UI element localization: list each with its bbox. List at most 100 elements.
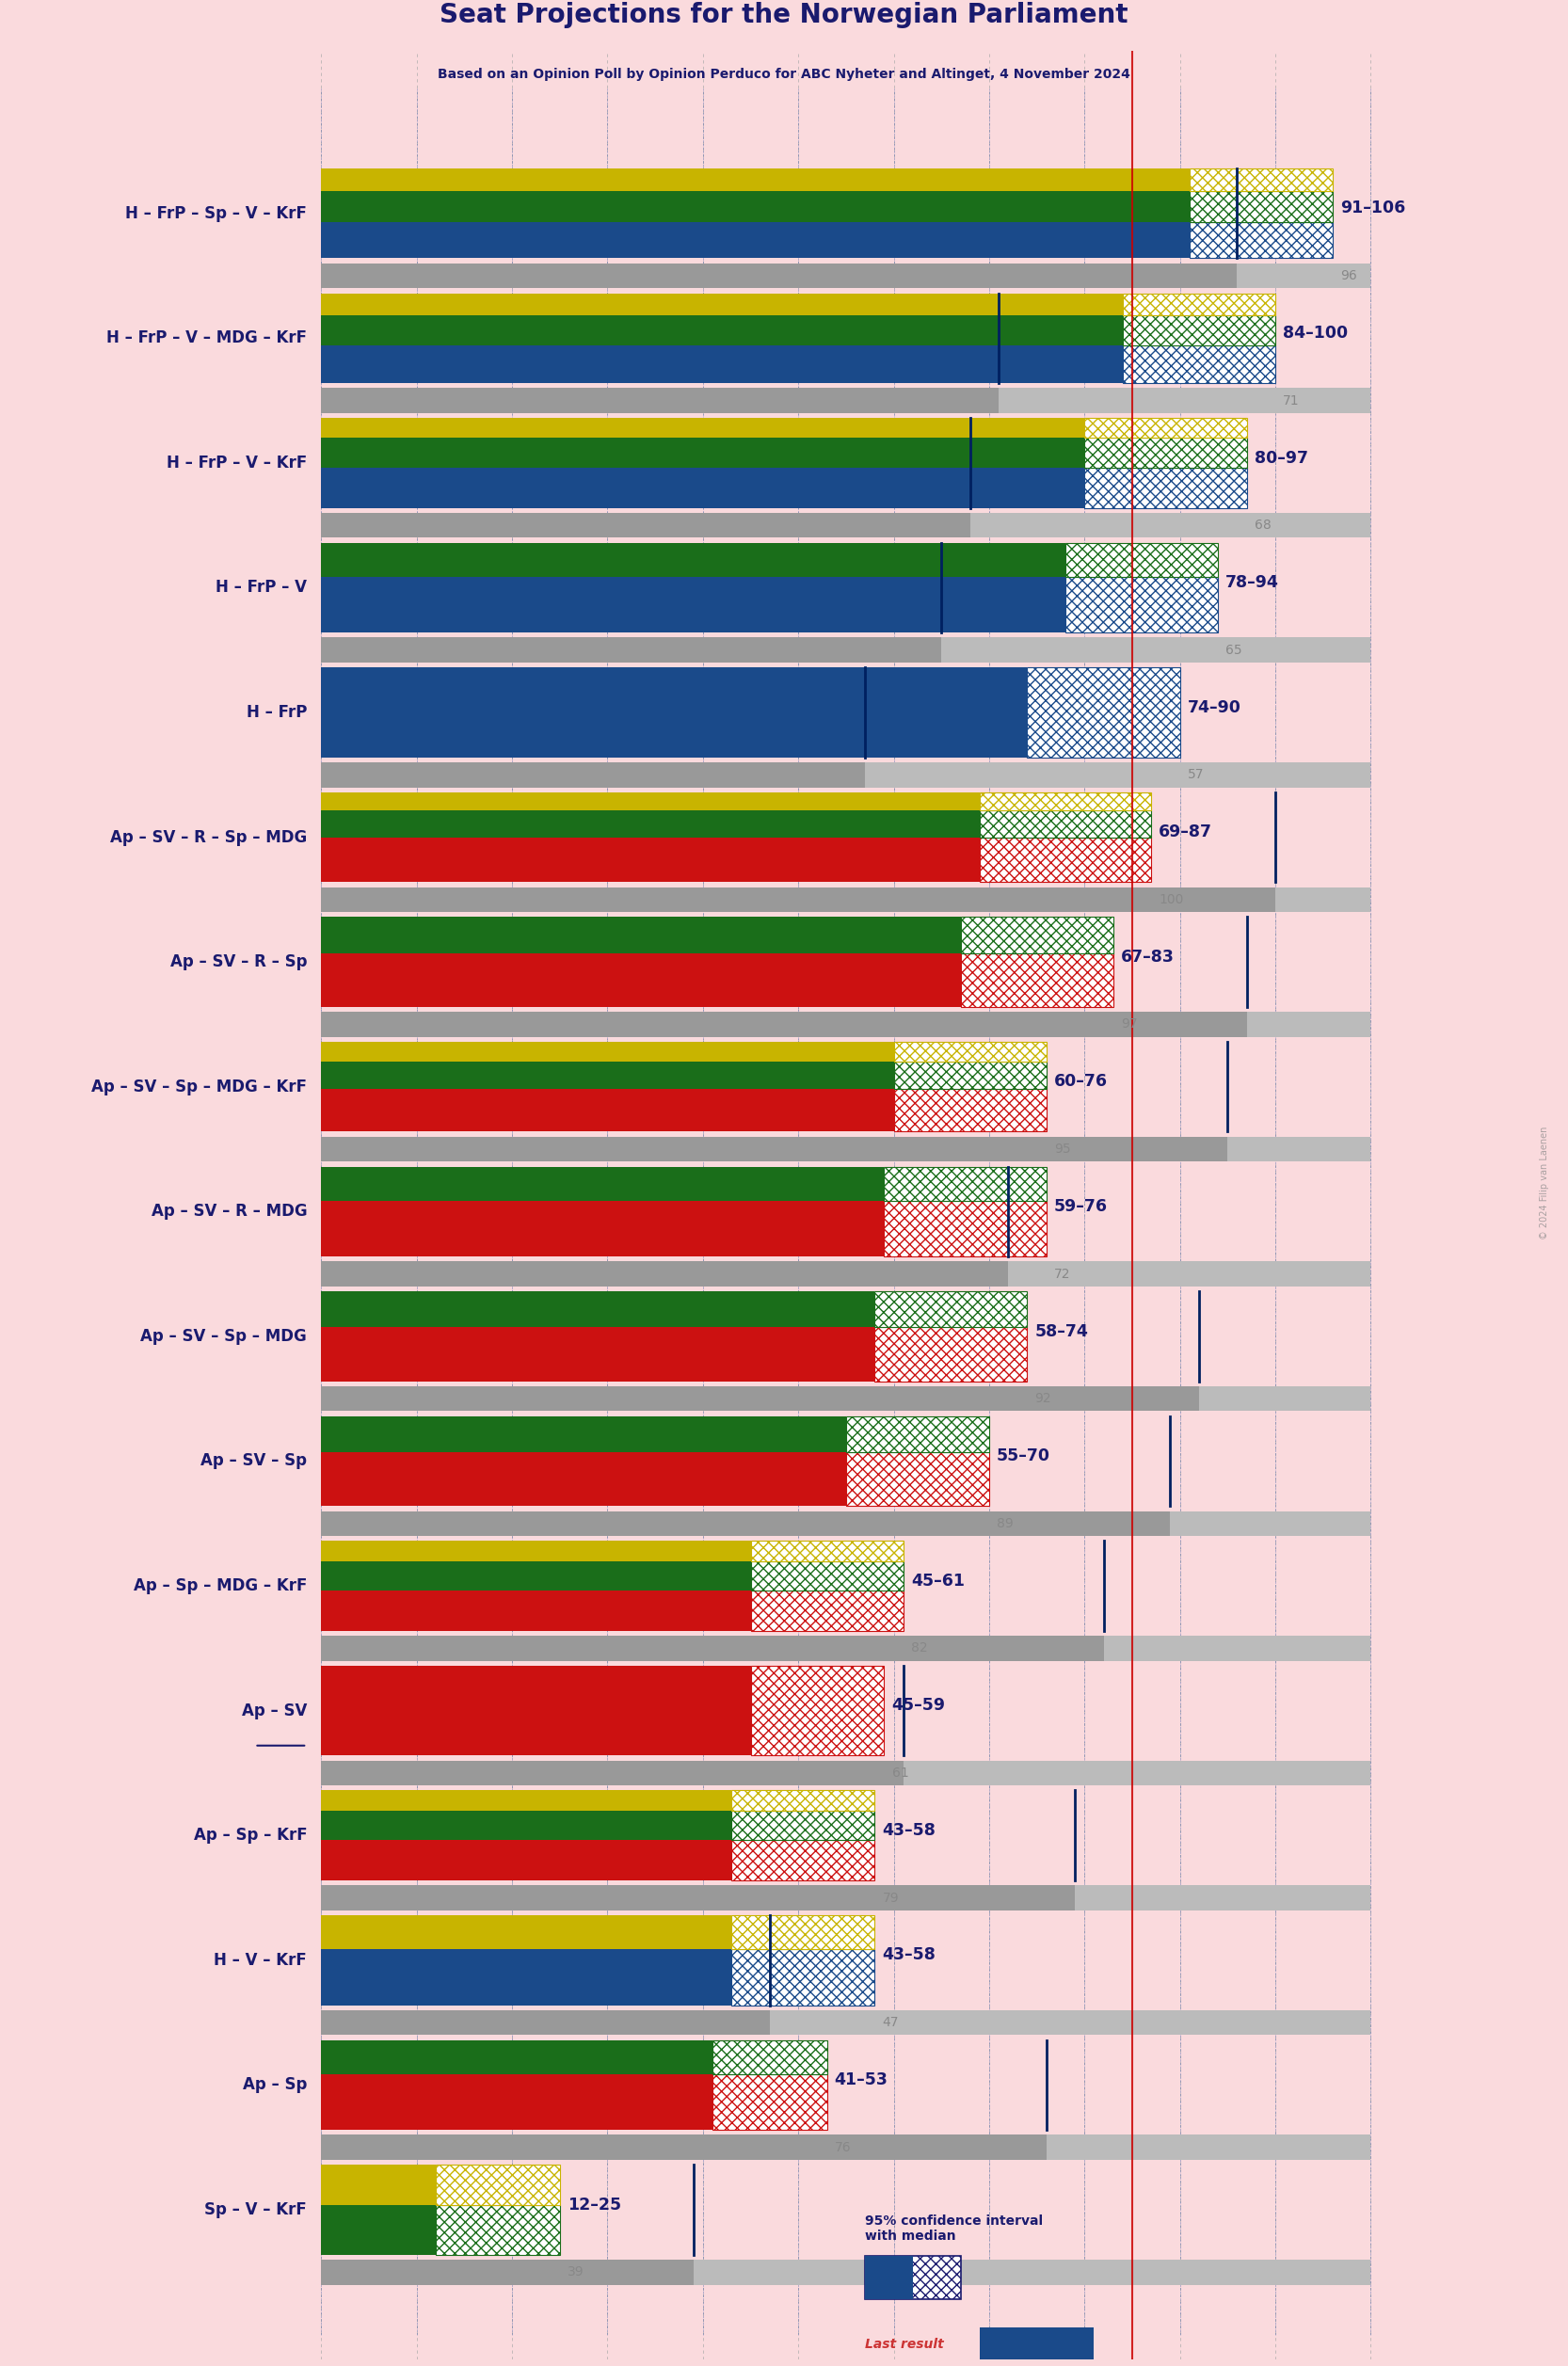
Bar [321,1136,1228,1162]
Bar [732,1914,875,1950]
Bar [321,667,1027,757]
Bar [436,2205,560,2255]
Bar [321,2134,1370,2160]
Text: Ap – SV: Ap – SV [241,1701,307,1720]
Text: Ap – SV – R – MDG: Ap – SV – R – MDG [151,1202,307,1221]
Bar [321,1886,1076,1909]
Bar [321,1540,751,1562]
Text: 91–106: 91–106 [1341,199,1405,218]
Bar [1123,315,1275,345]
Bar [980,793,1151,809]
Bar [321,1200,884,1256]
Text: H – FrP – V: H – FrP – V [216,580,307,596]
Text: 43–58: 43–58 [883,1947,936,1964]
Bar [875,1292,1027,1327]
Text: 68: 68 [1254,518,1272,532]
Text: 67–83: 67–83 [1121,949,1174,965]
Bar [751,1590,903,1630]
Text: 80–97: 80–97 [1254,450,1308,466]
Bar [321,1562,751,1590]
Text: 57: 57 [1187,769,1204,781]
Bar [321,636,941,662]
Bar [1123,293,1275,315]
Bar [321,1635,1104,1661]
Bar [980,838,1151,883]
Bar [1085,468,1247,509]
Text: Ap – Sp: Ap – Sp [243,2077,307,2094]
Text: 74–90: 74–90 [1187,698,1240,717]
Text: Ap – Sp – KrF: Ap – Sp – KrF [193,1827,307,1843]
Bar [321,388,999,414]
Bar [321,838,980,883]
Bar [321,263,1370,289]
Text: 96: 96 [1341,270,1356,282]
Bar [321,1386,1200,1410]
Bar [751,1562,903,1590]
Bar [1085,419,1247,438]
Bar [321,168,1190,192]
Text: 61: 61 [892,1767,908,1779]
Bar [321,419,1085,438]
Text: H – FrP – Sp – V – KrF: H – FrP – Sp – V – KrF [125,206,307,222]
Text: H – FrP: H – FrP [246,705,307,722]
Bar [884,1200,1046,1256]
Bar [321,887,1370,911]
Bar [321,1261,1370,1287]
Bar [847,1453,989,1507]
Text: 41–53: 41–53 [834,2073,887,2089]
Bar [321,542,1065,577]
Text: 58–74: 58–74 [1035,1323,1088,1339]
Bar [1065,542,1218,577]
Bar [712,2075,826,2129]
Text: 12–25: 12–25 [568,2196,621,2212]
Bar [321,1760,903,1786]
Bar [980,2328,1094,2361]
Bar [751,1540,903,1562]
Bar [321,293,1123,315]
Bar [321,1590,751,1630]
Bar [321,1791,732,1810]
Bar [961,918,1113,953]
Bar [732,1950,875,2004]
Bar [1123,345,1275,383]
Text: 89: 89 [997,1517,1013,1531]
Bar [321,513,971,537]
Bar [321,315,1123,345]
Bar [866,2255,913,2300]
Bar [321,1136,1370,1162]
Bar [712,2039,826,2075]
Bar [732,1791,875,1810]
Bar [321,918,961,953]
Text: 45–61: 45–61 [911,1573,964,1590]
Bar [321,1635,1370,1661]
Bar [732,1810,875,1841]
Text: Ap – SV – Sp – MDG – KrF: Ap – SV – Sp – MDG – KrF [91,1079,307,1095]
Text: Sp – V – KrF: Sp – V – KrF [205,2200,307,2219]
Text: Ap – SV – R – Sp – MDG: Ap – SV – R – Sp – MDG [110,828,307,845]
Bar [321,953,961,1008]
Bar [321,1810,732,1841]
Bar [894,1041,1046,1062]
Text: © 2024 Filip van Laenen: © 2024 Filip van Laenen [1540,1126,1549,1240]
Bar [321,2039,712,2075]
Bar [321,1914,732,1950]
Bar [961,953,1113,1008]
Bar [321,1512,1170,1536]
Bar [1085,438,1247,468]
Text: 84–100: 84–100 [1283,324,1348,341]
Bar [894,1088,1046,1131]
Bar [321,468,1085,509]
Text: 78–94: 78–94 [1226,575,1279,592]
Bar [321,388,1370,414]
Bar [321,513,1370,537]
Bar [321,1292,875,1327]
Bar [1190,192,1333,222]
Bar [321,1062,894,1088]
Bar [866,2255,961,2300]
Bar [751,1666,884,1756]
Bar [321,1512,1370,1536]
Text: 39: 39 [568,2267,583,2278]
Bar [321,1950,732,2004]
Bar [884,1166,1046,1200]
Bar [321,1417,847,1453]
